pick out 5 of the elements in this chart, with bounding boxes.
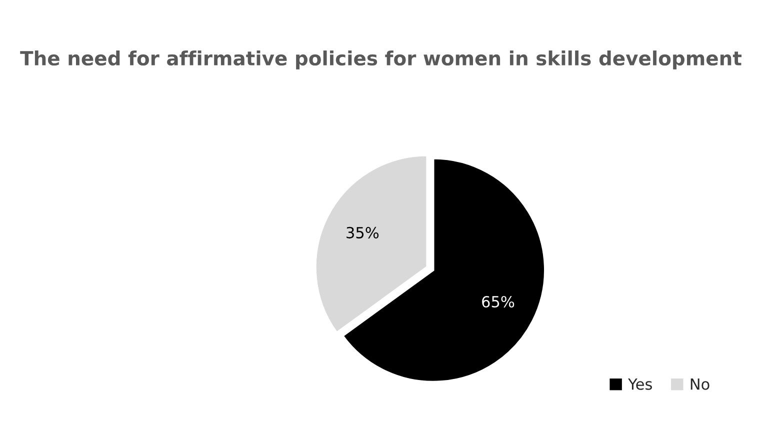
data-label: 35% (346, 226, 379, 238)
legend-label: No (690, 378, 710, 390)
legend-label: Yes (628, 378, 652, 390)
data-label: 65% (482, 296, 514, 308)
chart-title: The need for affirmative policies for women in skills development (20, 50, 742, 70)
